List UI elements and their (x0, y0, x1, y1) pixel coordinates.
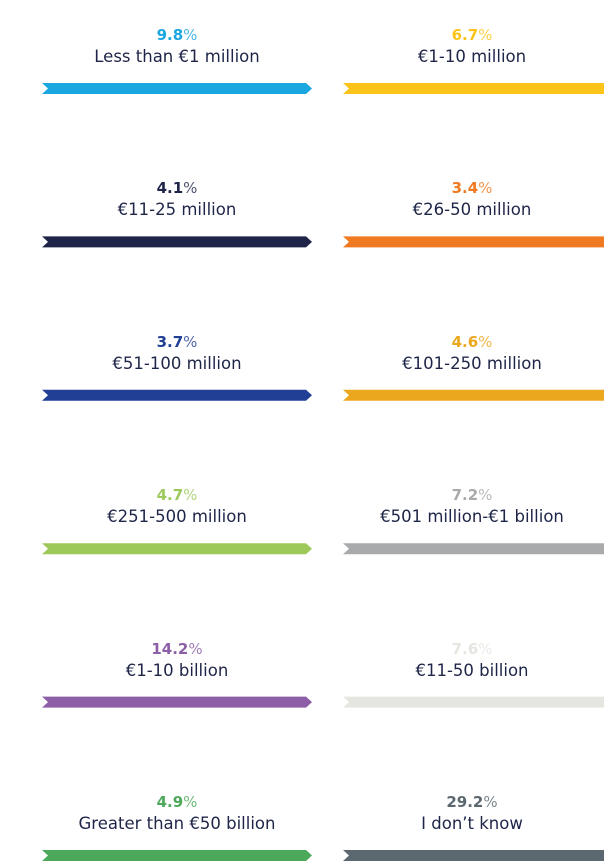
percent-value: 4.1 (156, 179, 184, 198)
percent: 4.1% (27, 179, 327, 197)
arrow-bar (343, 850, 604, 861)
percent: 3.7% (27, 333, 327, 351)
arrow-bar (42, 389, 312, 401)
arrow-bar (42, 236, 312, 248)
percent-unit: % (183, 793, 198, 811)
percent: 7.6% (322, 640, 604, 658)
arrow-bar (42, 543, 312, 555)
percent: 4.9% (27, 793, 327, 811)
label: €1-10 million (417, 47, 527, 66)
label: Less than €1 million (94, 47, 260, 66)
label: €251-500 million (107, 507, 247, 527)
label: I don’t know (421, 814, 523, 833)
percent-value: 14.2 (151, 639, 189, 658)
percent-unit: % (478, 26, 493, 44)
label: €26-50 million (412, 200, 532, 220)
arrow-bar (343, 543, 604, 555)
percent-value: 6.7 (451, 26, 479, 44)
arrow-bar (343, 389, 604, 401)
percent-unit: % (483, 793, 498, 811)
percent: 4.7% (27, 486, 327, 504)
label: €101-250 million (402, 353, 542, 373)
percent: 9.8% (27, 26, 327, 44)
arrow-bar (42, 83, 312, 94)
arrow-bar (343, 83, 604, 94)
percent-unit: % (478, 332, 493, 351)
percent-value: 9.8 (156, 26, 184, 44)
percent-value: 3.4 (451, 179, 479, 198)
percent: 6.7% (322, 26, 604, 44)
label: €11-50 billion (415, 660, 529, 680)
arrow-bar (42, 850, 312, 861)
label: €501 million-€1 billion (380, 507, 564, 527)
percent: 7.2% (322, 486, 604, 504)
percent-value: 7.6 (451, 639, 479, 658)
percent-value: 3.7 (156, 332, 184, 351)
percent-unit: % (478, 179, 493, 198)
percent-value: 4.7 (156, 486, 184, 505)
percent-unit: % (188, 639, 203, 658)
percent-value: 7.2 (451, 486, 479, 505)
percent: 14.2% (27, 640, 327, 658)
percent-unit: % (183, 486, 198, 505)
percent-unit: % (183, 26, 198, 44)
percent-value: 4.9 (156, 793, 184, 811)
label: €51-100 million (112, 353, 242, 373)
percent-unit: % (183, 332, 198, 351)
percent: 29.2% (322, 793, 604, 811)
arrow-bar (42, 696, 312, 708)
percent-unit: % (183, 179, 198, 198)
percent: 3.4% (322, 179, 604, 197)
percent-value: 4.6 (451, 332, 479, 351)
label: €11-25 million (117, 200, 237, 220)
label: Greater than €50 billion (78, 814, 276, 833)
percent: 4.6% (322, 333, 604, 351)
percent-unit: % (478, 486, 493, 505)
label: €1-10 billion (125, 660, 229, 680)
arrow-bar (343, 236, 604, 248)
arrow-bar (343, 696, 604, 708)
percent-unit: % (478, 639, 493, 658)
percent-value: 29.2 (446, 793, 484, 811)
